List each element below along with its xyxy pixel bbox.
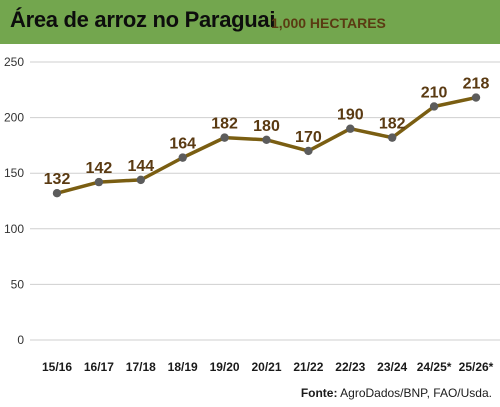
chart-unit-subtitle: 1,000 HECTARES xyxy=(271,15,386,31)
y-tick-label: 200 xyxy=(4,111,24,125)
source-label: Fonte: xyxy=(300,386,338,400)
grid-lines xyxy=(30,61,500,341)
data-label: 144 xyxy=(127,158,154,175)
x-tick-label: 16/17 xyxy=(84,360,114,374)
x-tick-labels: 15/16 16/17 17/18 18/19 19/20 20/21 21/22 22/23… xyxy=(42,360,494,374)
data-labels: 132 142 144 164 182 180 170 190 182 210 218 xyxy=(44,76,490,189)
data-label: 182 xyxy=(211,116,238,133)
source-text: AgroDados/BNP, FAO/Usda. xyxy=(340,386,492,400)
data-point xyxy=(429,102,439,111)
data-point xyxy=(94,177,104,187)
chart-title: Área de arroz no Paraguai xyxy=(10,7,276,32)
data-label: 180 xyxy=(253,118,280,135)
y-tick-label: 0 xyxy=(17,333,24,347)
data-point xyxy=(178,153,187,162)
series-line-path xyxy=(55,95,478,195)
x-tick-label: 20/21 xyxy=(251,360,281,374)
y-tick-label: 150 xyxy=(4,166,24,180)
x-tick-label: 17/18 xyxy=(126,360,156,374)
data-point xyxy=(52,189,62,198)
data-label: 142 xyxy=(86,160,113,177)
data-label: 132 xyxy=(44,171,71,188)
x-tick-label: 19/20 xyxy=(210,360,240,374)
x-tick-label: 23/24 xyxy=(377,360,407,374)
data-label: 190 xyxy=(337,107,364,124)
x-tick-label: 24/25* xyxy=(417,360,452,374)
data-point xyxy=(262,135,271,145)
line-chart: 0 50 100 150 200 250 15/16 16/17 17/18 18/19 19/2… xyxy=(4,55,500,374)
y-tick-label: 50 xyxy=(11,277,25,291)
x-tick-label: 15/16 xyxy=(42,360,72,374)
data-label: 164 xyxy=(169,136,196,153)
data-point xyxy=(471,93,481,102)
series-line xyxy=(55,95,478,195)
x-tick-label: 18/19 xyxy=(168,360,198,374)
y-tick-label: 250 xyxy=(4,55,24,69)
data-label: 210 xyxy=(421,84,448,101)
x-tick-label: 21/22 xyxy=(293,360,323,374)
data-label: 182 xyxy=(379,116,406,133)
chart-header: Área de arroz no Paraguai 1,000 HECTARES xyxy=(0,0,500,44)
data-point xyxy=(304,146,313,156)
source-note: Fonte: AgroDados/BNP, FAO/Usda. xyxy=(301,386,492,400)
x-tick-label: 22/23 xyxy=(335,360,365,374)
data-point xyxy=(388,133,397,142)
x-tick-label: 25/26* xyxy=(459,360,494,374)
data-label: 170 xyxy=(295,129,322,146)
data-points xyxy=(52,93,481,198)
data-point xyxy=(220,133,229,142)
data-point xyxy=(346,124,355,133)
y-tick-label: 100 xyxy=(4,222,24,236)
y-tick-labels: 0 50 100 150 200 250 xyxy=(4,55,24,347)
data-label: 218 xyxy=(463,76,490,93)
data-point xyxy=(136,175,145,185)
